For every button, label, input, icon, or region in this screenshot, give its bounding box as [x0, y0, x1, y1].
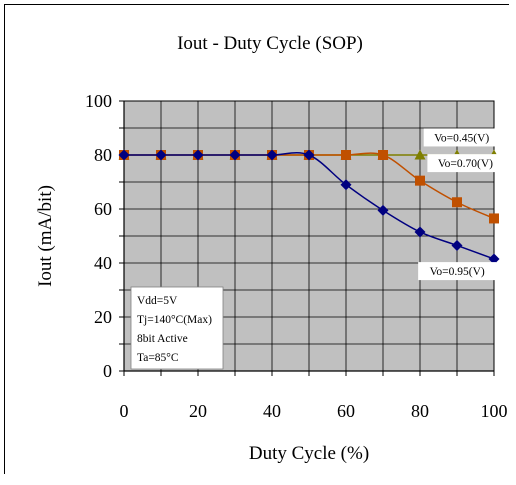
conditions-box: Vdd=5V Tj=140°C(Max) 8bit Active Ta=85°C — [130, 286, 224, 370]
x-tick-label: 60 — [337, 401, 355, 421]
data-point-vo-0-95-v — [340, 179, 352, 191]
data-point-vo-0-95-v — [192, 149, 204, 161]
y-tick-label: 0 — [103, 361, 112, 381]
x-tick-label: 100 — [481, 401, 508, 421]
data-point-vo-0-95-v — [155, 149, 167, 161]
data-point-vo-0-95-v — [488, 253, 500, 265]
data-point-vo-0-70-v — [378, 150, 388, 160]
data-point-vo-0-70-v — [452, 197, 462, 208]
data-point-vo-0-70-v — [489, 213, 499, 224]
data-point-vo-0-95-v — [266, 149, 278, 161]
series-label-vo-0-70-v: Vo=0.70(V) — [438, 158, 493, 170]
condition-vdd: Vdd=5V — [137, 295, 178, 307]
series-label-box-vo-0-95-v — [418, 262, 497, 281]
series-label-box-vo-0-45-v — [423, 128, 500, 147]
x-tick-label: 20 — [189, 401, 207, 421]
condition-ta: Ta=85°C — [137, 352, 179, 364]
y-tick-label: 20 — [94, 307, 112, 327]
axes: 0 20 40 60 80 100 0 20 40 60 80 100 — [85, 91, 508, 421]
data-point-vo-0-95-v — [414, 226, 426, 238]
x-tick-label: 80 — [411, 401, 429, 421]
chart-frame: Iout - Duty Cycle (SOP) 0 20 40 60 80 100 0 20 4… — [4, 4, 509, 474]
y-tick-label: 100 — [85, 91, 112, 111]
data-point-vo-0-70-v — [415, 175, 425, 186]
data-point-vo-0-45-v — [414, 149, 426, 160]
iout-duty-cycle-chart: Iout - Duty Cycle (SOP) 0 20 40 60 80 100 0 20 4… — [35, 33, 508, 464]
data-point-vo-0-70-v — [341, 150, 351, 160]
data-point-vo-0-95-v — [377, 204, 389, 216]
y-tick-label: 40 — [94, 253, 112, 273]
y-axis-title: Iout (mA/bit) — [35, 185, 56, 287]
x-tick-label: 40 — [263, 401, 281, 421]
data-point-vo-0-95-v — [303, 149, 315, 161]
conditions-box-background — [130, 286, 224, 370]
condition-tj: Tj=140°C(Max) — [137, 314, 212, 326]
data-point-vo-0-95-v — [118, 149, 130, 161]
series-label-box-vo-0-70-v — [427, 154, 504, 173]
data-series — [118, 149, 500, 265]
series-label-vo-0-95-v: Vo=0.95(V) — [430, 266, 485, 278]
series-labels: Vo=0.45(V) Vo=0.70(V) Vo=0.95(V) — [418, 128, 504, 281]
x-axis-title: Duty Cycle (%) — [249, 443, 369, 464]
condition-active-bits: 8bit Active — [137, 333, 188, 345]
series-label-vo-0-45-v: Vo=0.45(V) — [434, 132, 489, 144]
data-point-vo-0-95-v — [229, 149, 241, 161]
data-point-vo-0-95-v — [451, 239, 463, 251]
chart-title: Iout - Duty Cycle (SOP) — [177, 33, 363, 54]
y-tick-label: 60 — [94, 199, 112, 219]
x-tick-label: 0 — [120, 401, 129, 421]
y-tick-label: 80 — [94, 145, 112, 165]
